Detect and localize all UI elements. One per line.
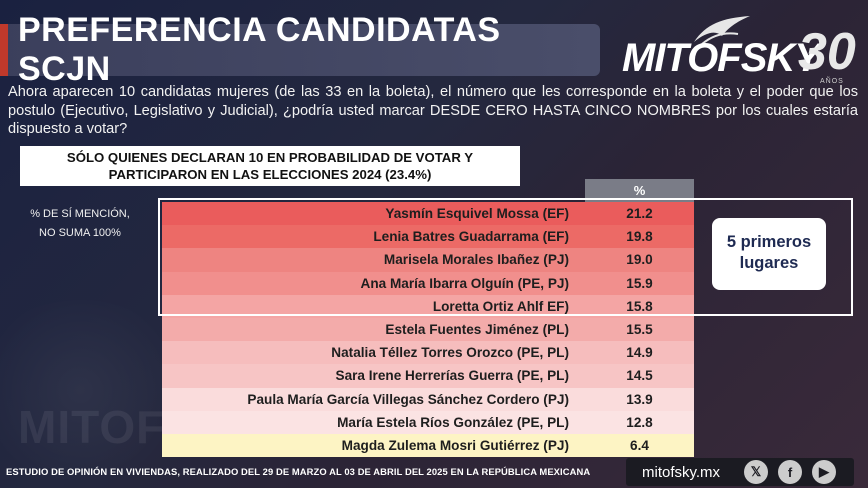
table-row: Natalia Téllez Torres Orozco (PE, PL) 14.… — [162, 341, 694, 365]
survey-question: Ahora aparecen 10 candidatas mujeres (de… — [8, 84, 858, 137]
table-row: Loretta Ortiz Ahlf EF) 15.8 — [162, 294, 694, 318]
page-title: PREFERENCIA CANDIDATAS SCJN — [18, 11, 501, 88]
candidate-percent: 15.8 — [626, 298, 653, 314]
candidate-name: Estela Fuentes Jiménez (PL) — [385, 321, 569, 337]
top-five-badge: 5 primeros lugares — [712, 218, 826, 290]
candidates-table: Yasmín Esquivel Mossa (EF) 21.2 Lenia Batr… — [162, 202, 694, 458]
table-row: Yasmín Esquivel Mossa (EF) 21.2 — [162, 202, 694, 226]
top-five-highlight-frame — [158, 198, 853, 316]
title-accent — [0, 24, 8, 76]
study-footnote: ESTUDIO DE OPINIÓN EN VIVIENDAS, REALIZA… — [6, 466, 591, 477]
candidate-percent: 21.2 — [626, 206, 653, 221]
candidate-name: Ana María Ibarra Olguín (PE, PJ) — [360, 275, 570, 291]
background-swoosh — [0, 300, 190, 480]
candidate-name: María Estela Ríos González (PE, PL) — [337, 414, 569, 430]
table-row: María Estela Ríos González (PE, PL) 12.8 — [162, 410, 694, 434]
logo-anniversary-number: 30 — [798, 23, 856, 81]
candidate-name: Loretta Ortiz Ahlf EF) — [432, 298, 569, 314]
candidate-name: Natalia Téllez Torres Orozco (PE, PL) — [331, 345, 569, 361]
filter-line-2: PARTICIPARON EN LAS ELECCIONES 2024 (23.… — [108, 167, 432, 182]
candidate-percent: 12.8 — [626, 414, 653, 430]
facebook-icon[interactable]: f — [778, 460, 802, 484]
logo-wordmark: MITOFSKY — [622, 36, 821, 80]
mention-note-line-1: % DE SÍ MENCIÓN, — [30, 208, 130, 220]
candidate-name: Lenia Batres Guadarrama (EF) — [373, 229, 569, 245]
candidate-percent: 19.8 — [626, 229, 653, 245]
youtube-icon[interactable]: ▶ — [812, 460, 836, 484]
candidate-percent: 14.5 — [626, 368, 653, 384]
candidate-percent: 15.9 — [626, 275, 653, 291]
table-row: Lenia Batres Guadarrama (EF) 19.8 — [162, 225, 694, 249]
logo-anniversary-suffix: AÑOS — [820, 78, 844, 85]
percent-column-header: % — [585, 179, 694, 202]
title-bar: PREFERENCIA CANDIDATAS SCJN — [0, 11, 600, 88]
table-row: Estela Fuentes Jiménez (PL) 15.5 — [162, 317, 694, 342]
top-five-line-2: lugares — [739, 254, 799, 272]
filter-line-1: SÓLO QUIENES DECLARAN 10 EN PROBABILIDAD… — [66, 150, 474, 165]
candidate-name: Magda Zulema Mosri Gutiérrez (PJ) — [341, 437, 569, 453]
table-row: Marisela Morales Ibañez (PJ) 19.0 — [162, 248, 694, 272]
top-five-line-1: 5 primeros — [726, 233, 812, 251]
table-row: Sara Irene Herrerías Guerra (PE, PL) 14.5 — [162, 364, 694, 388]
filter-box: SÓLO QUIENES DECLARAN 10 EN PROBABILIDAD… — [20, 146, 520, 186]
candidate-percent: 14.9 — [626, 345, 653, 361]
table-row: Ana María Ibarra Olguín (PE, PJ) 15.9 — [162, 271, 694, 295]
candidate-percent: 13.9 — [626, 391, 653, 407]
candidate-percent: 6.4 — [630, 437, 649, 453]
candidate-name: Yasmín Esquivel Mossa (EF) — [385, 206, 569, 221]
candidate-percent: 15.5 — [626, 321, 653, 337]
x-twitter-icon[interactable]: 𝕏 — [744, 460, 768, 484]
bird-logo-icon — [694, 16, 750, 45]
website-link[interactable]: mitofsky.mx — [642, 463, 721, 481]
mention-note: % DE SÍ MENCIÓN, NO SUMA 100% — [10, 205, 150, 243]
candidate-name: Paula María García Villegas Sánchez Cord… — [247, 391, 569, 407]
table-row: Paula María García Villegas Sánchez Cord… — [162, 387, 694, 411]
table-row: Magda Zulema Mosri Gutiérrez (PJ) 6.4 — [162, 433, 694, 458]
mitofsky-logo: MITOFSKY 30 AÑOS — [622, 14, 858, 86]
candidate-name: Marisela Morales Ibañez (PJ) — [383, 252, 569, 268]
mention-note-line-2: NO SUMA 100% — [39, 227, 121, 239]
candidate-name: Sara Irene Herrerías Guerra (PE, PL) — [335, 368, 569, 384]
candidate-percent: 19.0 — [626, 252, 653, 268]
